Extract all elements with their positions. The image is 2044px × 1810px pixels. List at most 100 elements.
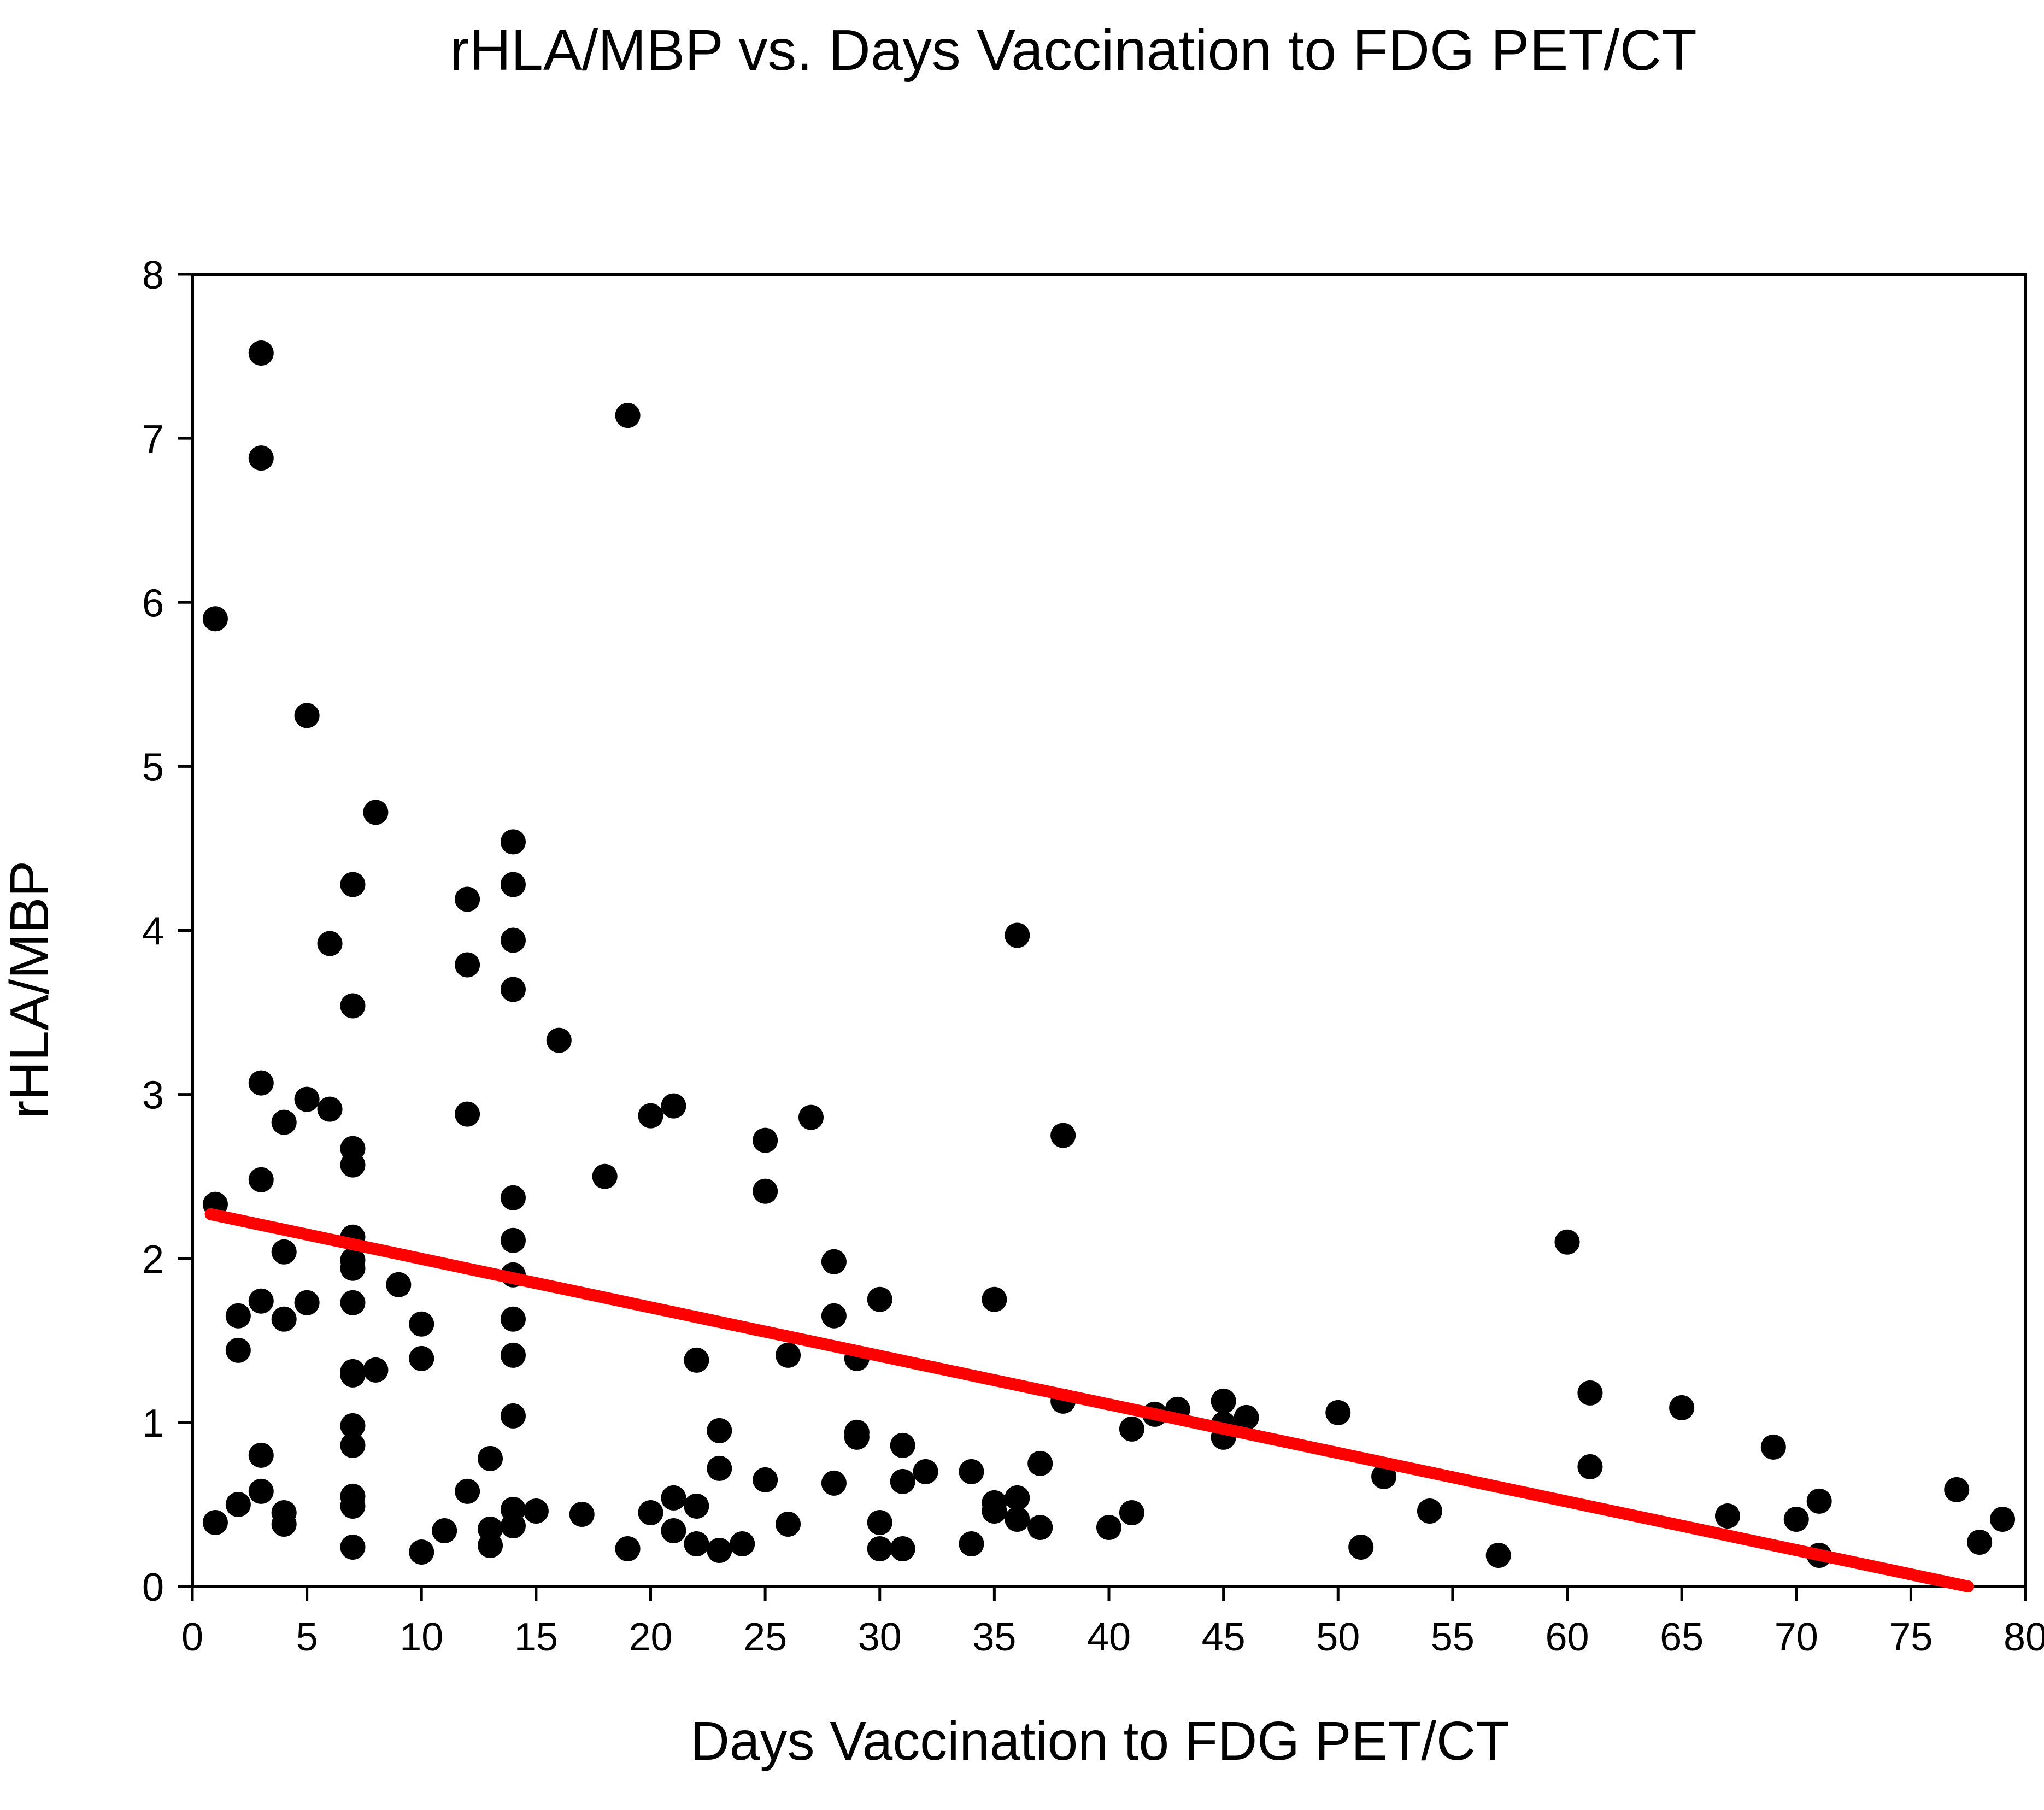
x-tick-label: 50 [1316, 1615, 1360, 1659]
data-point [844, 1424, 870, 1450]
data-point [294, 1086, 320, 1112]
trend-line [204, 1208, 1975, 1592]
data-point [798, 1104, 824, 1130]
x-tick-label: 65 [1660, 1615, 1704, 1659]
data-point [890, 1536, 915, 1561]
data-point [1669, 1395, 1695, 1420]
data-point [271, 1511, 297, 1537]
data-point [867, 1509, 892, 1535]
data-point [317, 1096, 343, 1122]
data-point [867, 1286, 892, 1312]
data-point [340, 1534, 366, 1560]
data-point [1348, 1534, 1374, 1560]
data-point [500, 829, 526, 855]
x-tick-label: 0 [181, 1615, 203, 1659]
data-point [1211, 1388, 1236, 1414]
data-point [432, 1518, 457, 1543]
data-point [455, 952, 480, 978]
data-point [248, 1478, 274, 1504]
data-point [982, 1498, 1007, 1524]
data-point [478, 1532, 503, 1558]
x-tick-label: 5 [296, 1615, 318, 1659]
data-point [776, 1342, 801, 1368]
data-point [225, 1337, 251, 1363]
data-point [225, 1491, 251, 1517]
data-point [248, 445, 274, 471]
data-point [890, 1432, 915, 1458]
x-tick-label: 30 [858, 1615, 902, 1659]
data-point [684, 1531, 709, 1556]
x-tick-label: 25 [743, 1615, 787, 1659]
data-point [248, 340, 274, 366]
data-point [340, 872, 366, 897]
x-tick-label: 70 [1775, 1615, 1818, 1659]
data-point [202, 606, 228, 632]
data-point [615, 403, 641, 428]
data-point [592, 1163, 618, 1189]
x-tick-label: 15 [514, 1615, 558, 1659]
data-point [340, 1413, 366, 1438]
data-point [821, 1470, 847, 1496]
y-tick-label: 3 [142, 1074, 164, 1118]
data-point [340, 1290, 366, 1315]
data-point [1806, 1488, 1832, 1514]
data-point [753, 1467, 778, 1492]
data-point [478, 1445, 503, 1471]
data-point [248, 1167, 274, 1192]
data-point [867, 1536, 892, 1561]
data-point [271, 1109, 297, 1135]
y-tick-label: 4 [142, 910, 164, 954]
data-point [1119, 1416, 1144, 1442]
data-point [340, 1493, 366, 1519]
data-point [271, 1306, 297, 1332]
data-point [707, 1455, 732, 1481]
data-point [1577, 1380, 1603, 1406]
y-tick-label: 5 [142, 745, 164, 789]
data-point [730, 1531, 755, 1556]
data-point [753, 1127, 778, 1153]
data-point [294, 703, 320, 728]
data-point [500, 977, 526, 1002]
x-tick-label: 55 [1431, 1615, 1475, 1659]
y-tick-label: 6 [142, 581, 164, 625]
data-point [684, 1493, 709, 1519]
data-point [1027, 1514, 1053, 1540]
data-point [638, 1500, 663, 1525]
data-point [1005, 922, 1030, 948]
data-point [546, 1027, 572, 1053]
x-tick-label: 75 [1889, 1615, 1933, 1659]
data-point [500, 872, 526, 897]
data-point [500, 1306, 526, 1332]
data-point [661, 1093, 686, 1119]
data-point [500, 1342, 526, 1368]
data-point [386, 1272, 412, 1297]
data-point [959, 1531, 984, 1556]
data-point [455, 886, 480, 912]
y-tick-label: 7 [142, 418, 164, 461]
data-point [500, 1513, 526, 1538]
data-point [1944, 1477, 1970, 1502]
data-point [363, 800, 389, 825]
data-point [340, 1432, 366, 1458]
data-point [913, 1459, 938, 1484]
x-axis-label: Days Vaccination to FDG PET/CT [690, 1711, 1509, 1772]
data-point [753, 1178, 778, 1204]
data-point [890, 1468, 915, 1494]
data-point [1005, 1506, 1030, 1532]
data-point [615, 1536, 641, 1561]
data-point [1990, 1506, 2016, 1532]
data-point [1325, 1400, 1351, 1425]
x-tick-label: 10 [400, 1615, 443, 1659]
data-point [707, 1537, 732, 1563]
data-point [707, 1418, 732, 1443]
data-point [340, 1362, 366, 1388]
data-point [569, 1501, 595, 1527]
data-point [1714, 1503, 1740, 1529]
data-point [1027, 1450, 1053, 1476]
data-point [1119, 1500, 1144, 1525]
data-point [982, 1286, 1007, 1312]
plot-area: 0 5 10 15 20 25 30 35 40 45 50 55 60 65 70 75 8001234567… [142, 254, 2044, 1659]
data-point [1783, 1506, 1809, 1532]
data-point [1417, 1498, 1442, 1524]
